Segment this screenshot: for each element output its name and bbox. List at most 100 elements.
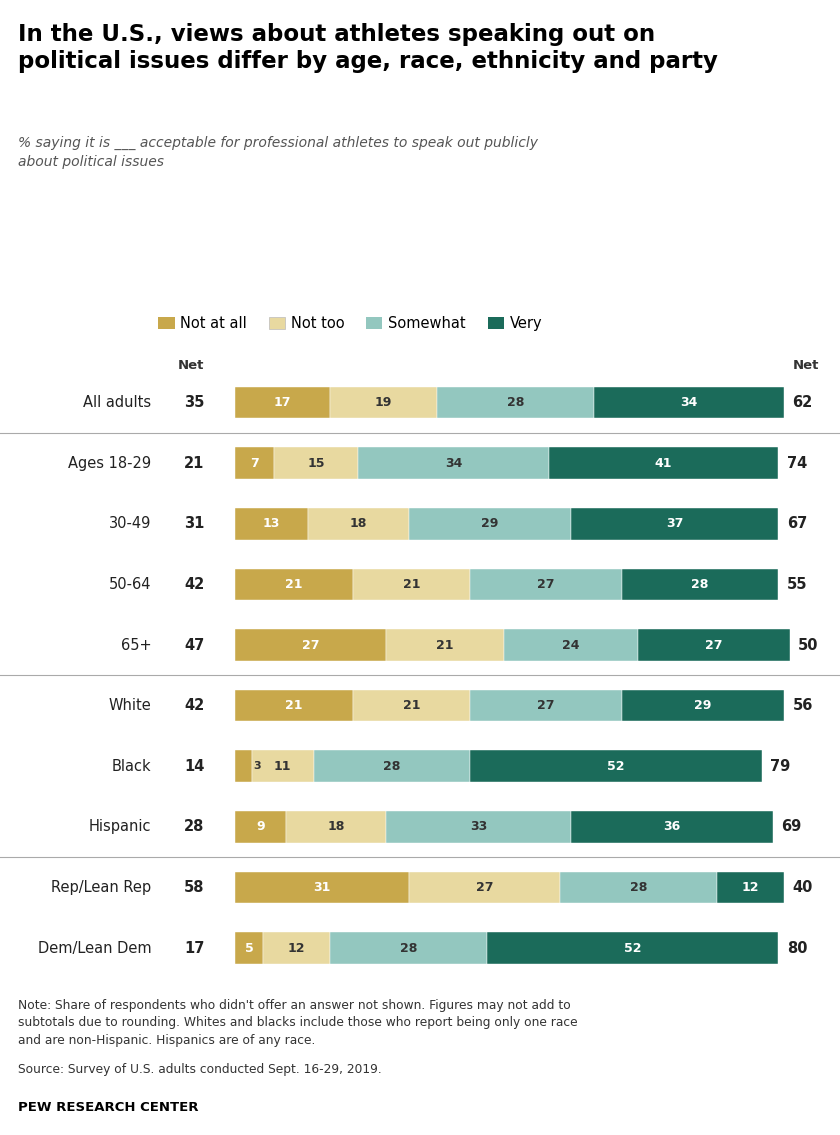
- Text: 55: 55: [787, 577, 807, 592]
- Text: 17: 17: [184, 941, 204, 956]
- Text: 41: 41: [655, 456, 672, 470]
- Text: 56: 56: [792, 698, 813, 713]
- Bar: [252, 750, 313, 782]
- Bar: [470, 569, 622, 600]
- Text: 31: 31: [313, 881, 331, 894]
- Text: 27: 27: [538, 578, 554, 591]
- Bar: [359, 447, 549, 479]
- Text: 21: 21: [286, 699, 302, 712]
- Bar: [487, 932, 779, 964]
- Bar: [549, 447, 779, 479]
- Bar: [313, 750, 470, 782]
- Text: 62: 62: [792, 395, 812, 410]
- Bar: [353, 569, 470, 600]
- Text: PEW RESEARCH CENTER: PEW RESEARCH CENTER: [18, 1101, 199, 1113]
- Bar: [571, 812, 773, 842]
- Text: 37: 37: [666, 518, 684, 530]
- Text: 17: 17: [274, 396, 291, 409]
- Bar: [330, 387, 437, 419]
- Text: 34: 34: [445, 456, 462, 470]
- Text: Hispanic: Hispanic: [89, 819, 151, 834]
- Bar: [409, 872, 560, 903]
- Text: 67: 67: [787, 516, 807, 531]
- Text: 52: 52: [607, 759, 625, 773]
- Text: 3: 3: [254, 762, 261, 772]
- Text: 7: 7: [250, 456, 260, 470]
- Bar: [560, 872, 717, 903]
- Bar: [386, 812, 571, 842]
- Text: 79: 79: [770, 758, 790, 774]
- Text: In the U.S., views about athletes speaking out on
political issues differ by age: In the U.S., views about athletes speaki…: [18, 23, 718, 73]
- Text: 27: 27: [475, 881, 493, 894]
- Text: 24: 24: [563, 639, 580, 651]
- Text: 58: 58: [184, 880, 204, 896]
- Text: 21: 21: [403, 578, 420, 591]
- Bar: [263, 932, 330, 964]
- Text: 30-49: 30-49: [109, 516, 151, 531]
- Text: Rep/Lean Rep: Rep/Lean Rep: [51, 880, 151, 896]
- Text: Ages 18-29: Ages 18-29: [68, 455, 151, 471]
- Text: Dem/Lean Dem: Dem/Lean Dem: [38, 941, 151, 956]
- Text: White: White: [108, 698, 151, 713]
- Bar: [235, 690, 353, 722]
- Text: 47: 47: [184, 638, 204, 653]
- Text: Net: Net: [792, 360, 819, 372]
- Text: 35: 35: [184, 395, 204, 410]
- Text: 13: 13: [263, 518, 281, 530]
- Bar: [235, 932, 263, 964]
- Text: 21: 21: [184, 455, 204, 471]
- Text: % saying it is ___ acceptable for professional athletes to speak out publicly
ab: % saying it is ___ acceptable for profes…: [18, 136, 538, 169]
- Bar: [638, 629, 790, 661]
- Bar: [275, 447, 359, 479]
- Text: 28: 28: [507, 396, 524, 409]
- Bar: [235, 447, 275, 479]
- Bar: [470, 750, 762, 782]
- Text: 11: 11: [274, 759, 291, 773]
- Bar: [235, 629, 386, 661]
- Text: 18: 18: [349, 518, 367, 530]
- Text: 28: 28: [691, 578, 709, 591]
- Bar: [235, 750, 252, 782]
- Text: 29: 29: [481, 518, 499, 530]
- Text: 27: 27: [706, 639, 722, 651]
- Bar: [353, 690, 470, 722]
- Text: 12: 12: [288, 942, 306, 955]
- Text: 15: 15: [307, 456, 325, 470]
- Bar: [235, 872, 409, 903]
- Bar: [235, 387, 330, 419]
- Bar: [235, 508, 308, 539]
- Bar: [286, 812, 386, 842]
- Bar: [470, 690, 622, 722]
- Text: 50-64: 50-64: [108, 577, 151, 592]
- Bar: [437, 387, 594, 419]
- Text: 21: 21: [286, 578, 302, 591]
- Text: 28: 28: [630, 881, 647, 894]
- Bar: [235, 812, 286, 842]
- Bar: [622, 690, 784, 722]
- Text: 27: 27: [302, 639, 319, 651]
- Text: 21: 21: [403, 699, 420, 712]
- Text: 29: 29: [694, 699, 711, 712]
- Text: 27: 27: [538, 699, 554, 712]
- Text: 21: 21: [437, 639, 454, 651]
- Bar: [409, 508, 571, 539]
- Bar: [571, 508, 779, 539]
- Text: 5: 5: [244, 942, 254, 955]
- Text: Source: Survey of U.S. adults conducted Sept. 16-29, 2019.: Source: Survey of U.S. adults conducted …: [18, 1063, 382, 1076]
- Bar: [235, 569, 353, 600]
- Bar: [504, 629, 638, 661]
- Text: 42: 42: [184, 698, 204, 713]
- Bar: [622, 569, 779, 600]
- Text: 31: 31: [184, 516, 204, 531]
- Text: 65+: 65+: [121, 638, 151, 653]
- Bar: [386, 629, 504, 661]
- Text: 36: 36: [664, 821, 680, 833]
- Text: 74: 74: [787, 455, 807, 471]
- Bar: [330, 932, 487, 964]
- Text: 40: 40: [792, 880, 813, 896]
- Text: 80: 80: [787, 941, 807, 956]
- Text: 33: 33: [470, 821, 487, 833]
- Text: 42: 42: [184, 577, 204, 592]
- Text: 19: 19: [375, 396, 392, 409]
- Text: 14: 14: [184, 758, 204, 774]
